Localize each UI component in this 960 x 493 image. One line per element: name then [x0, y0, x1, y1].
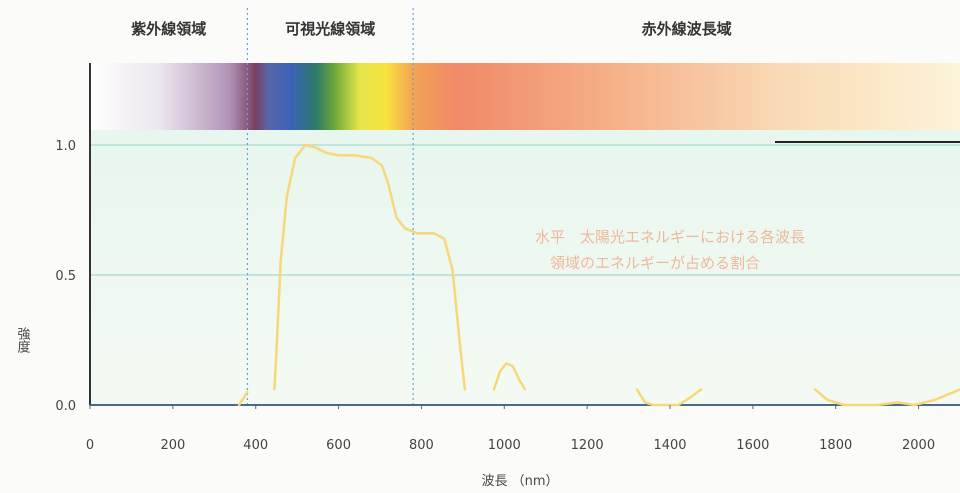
gridlines: [90, 144, 960, 276]
series-0-segment-4: [813, 388, 960, 407]
series-0-segment-2: [492, 362, 527, 391]
y-tick-labels: 0.0 0.5 1.0: [55, 139, 76, 414]
x-tick-label-10: 2000: [902, 438, 935, 453]
chart-annotation: 水平 太陽光エネルギーにおける各波長 領域のエネルギーが占める割合: [535, 228, 805, 272]
region-label-1: 可視光線領域: [285, 20, 375, 38]
x-axis-title: 波長 （nm）: [481, 474, 558, 489]
series-lines: [237, 143, 960, 407]
annotation-line-1: 領域のエネルギーが占める割合: [535, 254, 760, 272]
region-dividers: [246, 8, 414, 405]
y-tick-label-0: 0.0: [55, 399, 76, 414]
x-tick-label-4: 800: [409, 438, 434, 453]
series-0-segment-3: [635, 388, 703, 407]
x-tick-label-3: 600: [326, 438, 351, 453]
annotation-line-0: 水平 太陽光エネルギーにおける各波長: [535, 228, 805, 246]
x-tick-label-9: 1800: [819, 438, 852, 453]
x-tick-label-6: 1200: [571, 438, 604, 453]
y-tick-label-2: 1.0: [55, 139, 76, 154]
x-tick-label-7: 1400: [653, 438, 686, 453]
y-axis-title: 強度: [15, 327, 31, 353]
x-tick-labels: 0 200 400 600 800 1000 1200 1400 1600 1800 2000: [86, 405, 935, 453]
region-label-0: 紫外線領域: [131, 20, 206, 38]
series-0-segment-0: [237, 390, 249, 407]
region-labels: 紫外線領域 可視光線領域 赤外線波長域: [131, 20, 731, 38]
region-label-2: 赤外線波長域: [642, 20, 732, 38]
x-tick-label-5: 1000: [488, 438, 521, 453]
x-tick-label-8: 1600: [736, 438, 769, 453]
y-tick-label-1: 0.5: [55, 269, 76, 284]
plot-background: [90, 130, 960, 405]
x-tick-label-0: 0: [86, 438, 94, 453]
x-tick-label-1: 200: [160, 438, 185, 453]
x-tick-label-2: 400: [243, 438, 268, 453]
spectrum-band: [90, 63, 960, 130]
series-0-segment-1: [273, 143, 467, 391]
